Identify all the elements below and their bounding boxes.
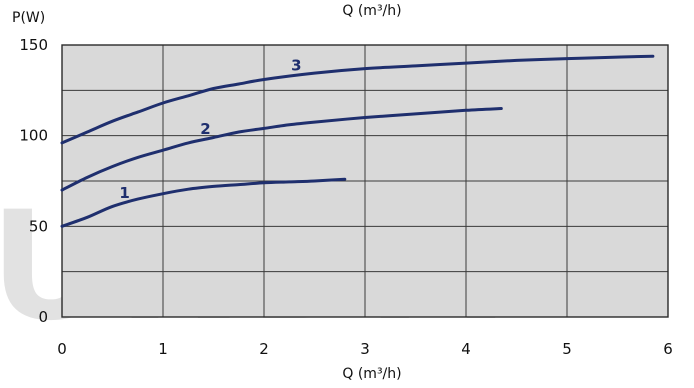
y-tick-labels: 0 50 100 150 (19, 36, 48, 326)
series-line-3 (60, 54, 655, 145)
x-tick-label: 5 (562, 340, 572, 358)
y-axis-label: P(W) (12, 10, 45, 26)
x-tick-label: 6 (663, 340, 673, 358)
series-label-1: 1 (119, 184, 129, 202)
series-label-3: 3 (291, 56, 301, 74)
x-tick-label: 1 (158, 340, 168, 358)
x-tick-labels: 0 1 2 3 4 5 6 (57, 340, 673, 358)
series-line-2 (60, 107, 503, 192)
x-tick-label: 2 (259, 340, 269, 358)
x-tick-label: 4 (461, 340, 471, 358)
y-tick-label: 50 (29, 217, 48, 235)
plot-frame (61, 44, 669, 318)
series-line-1 (60, 177, 347, 228)
y-tick-label: 100 (19, 127, 48, 145)
x-axis-label: Q (m³/h) (342, 366, 401, 382)
top-axis-label: Q (m³/h) (342, 3, 401, 19)
y-tick-label: 0 (38, 308, 48, 326)
series-group: 1 2 3 (60, 54, 655, 228)
x-tick-label: 0 (57, 340, 67, 358)
x-tick-label: 3 (360, 340, 370, 358)
series-label-2: 2 (200, 120, 210, 138)
grid (62, 45, 668, 317)
y-tick-label: 150 (19, 36, 48, 54)
